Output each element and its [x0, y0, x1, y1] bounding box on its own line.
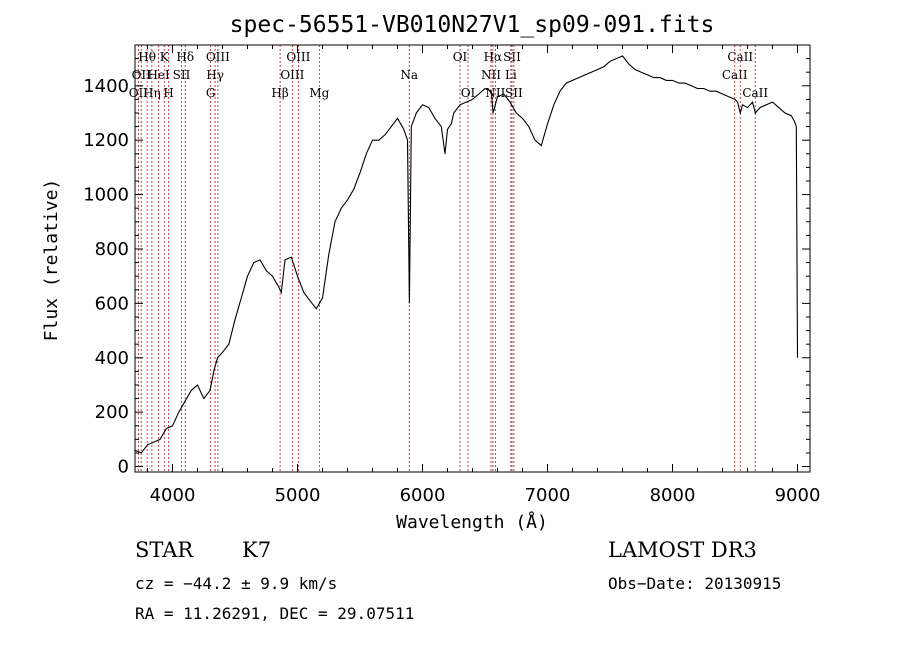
y-tick-label: 1000	[83, 185, 129, 206]
spectral-line-label: NII	[481, 68, 501, 82]
y-tick-label: 1200	[83, 130, 129, 151]
spectral-line-label: OII	[132, 68, 152, 82]
spectral-line-label: OIII	[286, 50, 310, 64]
y-tick-label: 800	[95, 239, 129, 260]
x-tick-label: 7000	[525, 485, 571, 506]
spectral-line-label: OIII	[280, 68, 304, 82]
spectral-line-label: SII	[503, 50, 521, 64]
spectral-line-label: G	[206, 86, 216, 100]
object-subclass: K7	[242, 538, 272, 562]
spectral-line-markers: OIIOIIHθHηHeIKHSIIHδGHγOIIIHβOIIIOIIIMgN…	[129, 45, 768, 472]
spectral-line-label: CaII	[727, 50, 753, 64]
spectral-line-label: Hθ	[138, 50, 156, 64]
y-tick-label: 600	[95, 293, 129, 314]
x-tick-label: 4000	[150, 485, 196, 506]
spectrum-line	[134, 55, 799, 454]
spectral-line-label: OI	[461, 86, 476, 100]
spectral-line-label: Hδ	[176, 50, 194, 64]
y-axis: 0 200 400 600 800 1000 1200 1400	[83, 58, 810, 478]
observation-date: Obs−Date: 20130915	[608, 574, 782, 593]
y-axis-label: Flux (relative)	[41, 179, 62, 342]
spectral-line-label: K	[160, 50, 170, 64]
spectral-line-label: Li	[505, 68, 517, 82]
coordinates: RA = 11.26291, DEC = 29.07511	[135, 604, 415, 623]
y-tick-label: 0	[118, 457, 129, 478]
spectral-line-label: OIII	[206, 50, 230, 64]
spectral-line-label: OII	[129, 86, 149, 100]
x-tick-label: 8000	[650, 485, 696, 506]
spectral-line-label: OI	[453, 50, 468, 64]
spectral-line-label: H	[163, 86, 173, 100]
plot-frame	[134, 44, 811, 473]
redshift-velocity: cz = −44.2 ± 9.9 km/s	[135, 574, 338, 593]
y-tick-label: 1400	[83, 76, 129, 97]
spectral-line-label: SII	[505, 86, 523, 100]
spectral-line-label: CaII	[742, 86, 768, 100]
spectral-line-label: Hγ	[206, 68, 224, 82]
spectral-line-label: Hη	[143, 86, 161, 100]
spectral-line-label: CaII	[722, 68, 748, 82]
object-class: STAR	[135, 538, 194, 562]
x-axis: 4000 5000 6000 7000 8000 9000	[147, 45, 821, 506]
spectral-line-label: Hα	[484, 50, 503, 64]
chart-title: spec-56551-VB010N27V1_sp09-091.fits	[230, 12, 715, 38]
spectral-line-label: Mg	[309, 86, 329, 100]
x-tick-label: 6000	[400, 485, 446, 506]
x-axis-label: Wavelength (Å)	[396, 511, 548, 533]
y-tick-label: 200	[95, 402, 129, 423]
spectral-line-label: HeI	[147, 68, 170, 82]
x-tick-label: 5000	[275, 485, 321, 506]
spectral-line-label: NII	[485, 86, 505, 100]
survey-name: LAMOST DR3	[608, 538, 757, 562]
spectral-line-label: SII	[173, 68, 191, 82]
spectral-line-label: Hβ	[271, 86, 288, 100]
y-tick-label: 400	[95, 348, 129, 369]
x-tick-label: 9000	[775, 485, 821, 506]
spectral-line-label: Na	[400, 68, 418, 82]
